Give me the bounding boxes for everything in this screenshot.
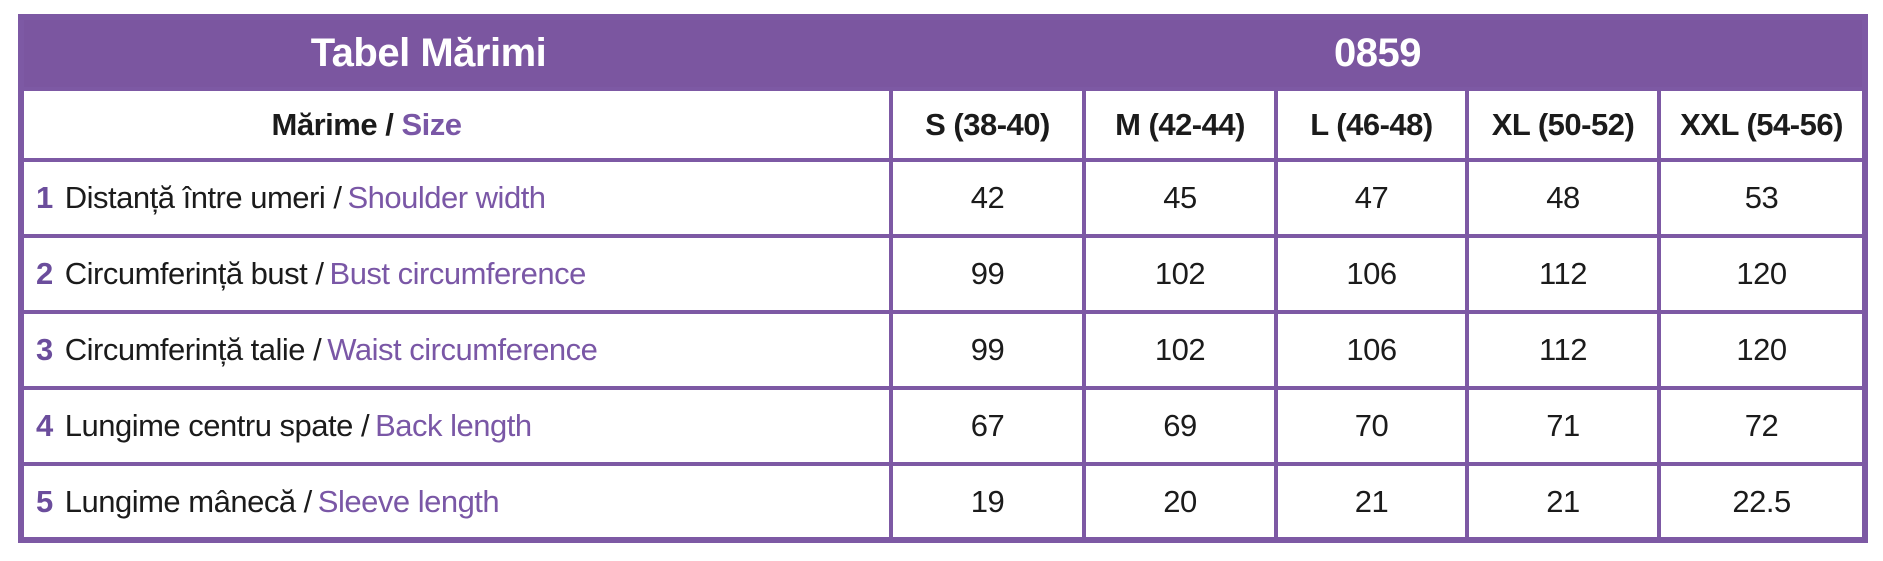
value-cell: 106 — [1274, 234, 1469, 314]
value-cell: 20 — [1082, 462, 1278, 542]
value-cell: 53 — [1656, 158, 1868, 238]
row-number: 3 — [36, 332, 53, 367]
row-label-en: Sleeve length — [317, 483, 500, 519]
value-cell: 112 — [1465, 234, 1661, 314]
column-header-row: Mărime / Size S (38-40) M (42-44) L (46-… — [19, 87, 1868, 162]
row-number: 4 — [36, 408, 53, 443]
value-cell: 22.5 — [1656, 462, 1868, 542]
value-cell: 120 — [1656, 310, 1868, 390]
value-cell: 21 — [1465, 462, 1661, 542]
table-title: Tabel Mărimi — [19, 15, 893, 91]
column-header-m: M (42-44) — [1082, 87, 1278, 162]
value-cell: 106 — [1274, 310, 1469, 390]
table-row: 1 Distanță între umeri / Shoulder width 42… — [19, 158, 1868, 238]
row-label-back-length: 4 Lungime centru spate / Back length — [19, 386, 893, 466]
value-cell: 102 — [1082, 310, 1278, 390]
value-cell: 69 — [1082, 386, 1278, 466]
row-label-ro: Circumferință bust / — [64, 256, 324, 291]
row-number: 2 — [36, 256, 53, 291]
value-cell: 120 — [1656, 234, 1868, 314]
table-row: 3 Circumferință talie / Waist circumferenc… — [19, 310, 1868, 390]
row-label-en: Shoulder width — [347, 180, 546, 215]
value-cell: 99 — [889, 310, 1086, 390]
row-label-ro: Distanță între umeri / — [64, 180, 342, 215]
value-cell: 67 — [889, 386, 1086, 466]
row-label-en: Back length — [375, 408, 532, 443]
row-label-ro: Lungime mânecă / — [64, 483, 313, 519]
value-cell: 72 — [1656, 386, 1868, 466]
row-number: 1 — [36, 180, 53, 215]
size-header-ro: Mărime / — [271, 106, 394, 142]
value-cell: 70 — [1274, 386, 1469, 466]
size-header: Mărime / Size — [19, 87, 893, 162]
row-label-en: Waist circumference — [327, 332, 598, 367]
title-band: Tabel Mărimi 0859 — [19, 15, 1868, 91]
row-label-bust-circumference: 2 Circumferință bust / Bust circumference — [19, 234, 893, 314]
value-cell: 48 — [1465, 158, 1661, 238]
row-label-ro: Circumferință talie / — [64, 332, 322, 367]
size-chart-table: Tabel Mărimi 0859 Mărime / Size S (38-40… — [18, 14, 1869, 543]
value-cell: 42 — [889, 158, 1086, 238]
row-label-shoulder-width: 1 Distanță între umeri / Shoulder width — [19, 158, 893, 238]
row-number: 5 — [36, 483, 53, 519]
row-label-ro: Lungime centru spate / — [64, 408, 370, 443]
value-cell: 19 — [889, 462, 1086, 542]
table-row: 2 Circumferință bust / Bust circumference … — [19, 234, 1868, 314]
column-header-s: S (38-40) — [889, 87, 1086, 162]
table-row: 5 Lungime mânecă / Sleeve length 19 20 21 … — [19, 462, 1868, 542]
value-cell: 21 — [1274, 462, 1469, 542]
value-cell: 71 — [1465, 386, 1661, 466]
value-cell: 45 — [1082, 158, 1278, 238]
value-cell: 112 — [1465, 310, 1661, 390]
product-code: 0859 — [888, 15, 1868, 91]
value-cell: 47 — [1274, 158, 1469, 238]
column-header-xxl: XXL (54-56) — [1656, 87, 1868, 162]
value-cell: 102 — [1082, 234, 1278, 314]
column-header-l: L (46-48) — [1274, 87, 1469, 162]
row-label-en: Bust circumference — [329, 256, 587, 291]
column-header-xl: XL (50-52) — [1465, 87, 1661, 162]
value-cell: 99 — [889, 234, 1086, 314]
row-label-waist-circumference: 3 Circumferință talie / Waist circumferenc… — [19, 310, 893, 390]
table-row: 4 Lungime centru spate / Back length 67 69… — [19, 386, 1868, 466]
size-header-en: Size — [401, 106, 462, 142]
row-label-sleeve-length: 5 Lungime mânecă / Sleeve length — [19, 462, 893, 542]
